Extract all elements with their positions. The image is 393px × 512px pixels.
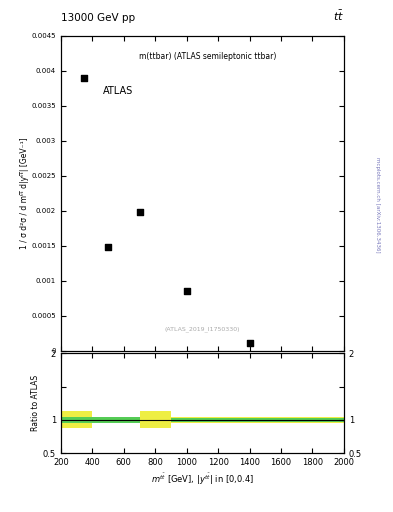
Text: mcplots.cern.ch [arXiv:1306.3436]: mcplots.cern.ch [arXiv:1306.3436] bbox=[375, 157, 380, 252]
Point bbox=[81, 74, 88, 82]
Text: (ATLAS_2019_I1750330): (ATLAS_2019_I1750330) bbox=[165, 326, 240, 332]
Point bbox=[136, 208, 143, 216]
Text: 13000 GeV pp: 13000 GeV pp bbox=[61, 13, 135, 23]
X-axis label: $m^{t\bar{t}}$ [GeV], $|y^{t\bar{t}}|$ in [0,0.4]: $m^{t\bar{t}}$ [GeV], $|y^{t\bar{t}}|$ i… bbox=[151, 471, 254, 487]
Point bbox=[246, 338, 253, 347]
Point bbox=[184, 287, 190, 295]
Y-axis label: Ratio to ATLAS: Ratio to ATLAS bbox=[31, 375, 40, 431]
Point bbox=[105, 243, 111, 251]
Text: ATLAS: ATLAS bbox=[103, 86, 134, 96]
Y-axis label: 1 / σ d²σ / d mᵗᵗ̅ d|yᵗᵗ̅| [GeV⁻¹]: 1 / σ d²σ / d mᵗᵗ̅ d|yᵗᵗ̅| [GeV⁻¹] bbox=[20, 137, 29, 249]
Text: $t\bar{t}$: $t\bar{t}$ bbox=[333, 9, 344, 23]
Text: m(ttbar) (ATLAS semileptonic ttbar): m(ttbar) (ATLAS semileptonic ttbar) bbox=[140, 52, 277, 60]
